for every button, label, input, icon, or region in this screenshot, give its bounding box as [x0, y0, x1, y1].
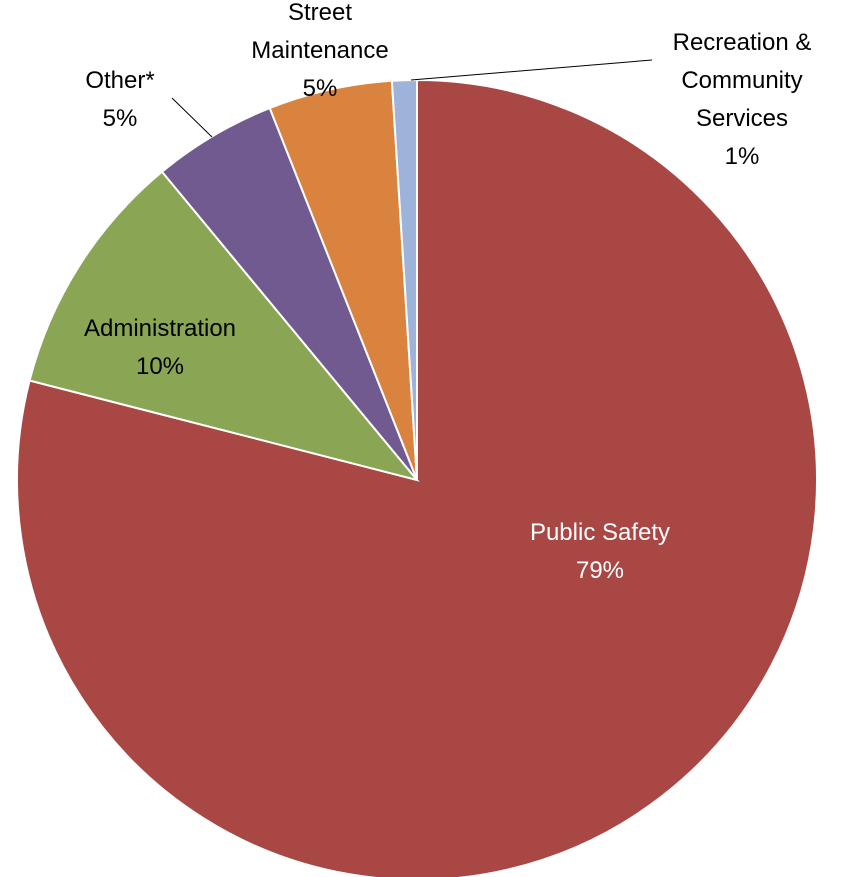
slice-name-label: Community: [681, 67, 802, 94]
slice-value-label: 1%: [725, 143, 760, 170]
slice-name-label: Recreation &: [673, 29, 812, 56]
slice-name-label: Other*: [85, 67, 154, 94]
pie-slice-administration: [28, 170, 420, 482]
slice-label: Administration 10%: [84, 315, 236, 380]
slice-name-label: Street: [288, 0, 352, 26]
pie-slices: [16, 78, 819, 877]
slice-name-label: Services: [696, 105, 788, 132]
slice-labels: Public Safety 79% Administration 10% Other* 5…: [84, 0, 811, 584]
slice-label: Street Maintenance 5%: [251, 0, 388, 102]
slice-value-label: 5%: [303, 75, 338, 102]
slice-value-label: 5%: [103, 105, 138, 132]
slice-name-label: Public Safety: [530, 519, 670, 546]
leader-lines: [171, 59, 653, 138]
slice-label: Other* 5%: [85, 67, 154, 132]
leader-line: [171, 97, 213, 138]
slice-label: Public Safety 79%: [530, 519, 670, 584]
slice-value-label: 79%: [576, 557, 624, 584]
slice-name-label: Maintenance: [251, 37, 388, 64]
slice-name-label: Administration: [84, 315, 236, 342]
slice-label: Recreation & Community Services 1%: [673, 29, 812, 170]
slice-value-label: 10%: [136, 353, 184, 380]
leader-line: [410, 59, 653, 81]
